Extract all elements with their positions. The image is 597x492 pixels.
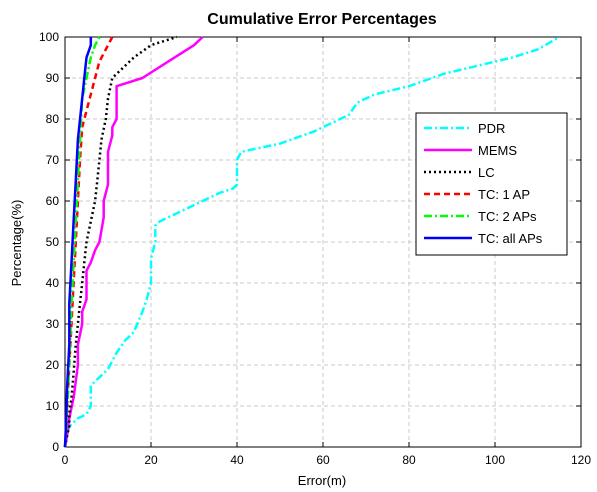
legend-box bbox=[415, 112, 568, 256]
series-line bbox=[63, 37, 93, 448]
y-tick-label: 70 bbox=[46, 153, 60, 167]
y-tick-label: 50 bbox=[46, 235, 60, 249]
series-lines bbox=[63, 35, 561, 448]
series-line bbox=[63, 36, 204, 448]
y-tick-label: 0 bbox=[52, 440, 59, 454]
series-line bbox=[63, 36, 114, 448]
legend-label: TC: 2 APs bbox=[478, 209, 537, 224]
x-tick-label: 0 bbox=[62, 453, 69, 467]
x-tick-label: 20 bbox=[144, 453, 158, 467]
y-tick-label: 90 bbox=[46, 71, 60, 85]
y-tick-label: 60 bbox=[46, 194, 60, 208]
y-tick-label: 30 bbox=[46, 317, 60, 331]
series-line bbox=[63, 35, 178, 448]
y-tick-label: 100 bbox=[39, 30, 59, 44]
x-tick-label: 100 bbox=[485, 453, 505, 467]
legend-label: PDR bbox=[478, 121, 505, 136]
legend: PDR MEMS LC TC: 1 AP TC: 2 APs TC: all APs bbox=[415, 112, 568, 256]
y-tick-label: 40 bbox=[46, 276, 60, 290]
y-tick-label: 10 bbox=[46, 399, 60, 413]
series-line bbox=[63, 36, 101, 448]
legend-label: LC bbox=[478, 165, 495, 180]
legend-label: TC: 1 AP bbox=[478, 187, 530, 202]
chart-title: Cumulative Error Percentages bbox=[207, 11, 437, 28]
legend-label: MEMS bbox=[478, 143, 517, 158]
y-axis-label: Percentage(%) bbox=[9, 200, 24, 287]
y-tick-label: 20 bbox=[46, 358, 60, 372]
legend-label: TC: all APs bbox=[478, 231, 543, 246]
x-tick-label: 80 bbox=[402, 453, 416, 467]
x-tick-label: 40 bbox=[230, 453, 244, 467]
axis-ticks: 0 20 40 60 80 100 120 0 10 20 30 40 50 60 70 80 90 100 bbox=[39, 30, 591, 467]
x-tick-label: 60 bbox=[316, 453, 330, 467]
series-line bbox=[63, 35, 561, 448]
x-tick-label: 120 bbox=[571, 453, 591, 467]
y-tick-label: 80 bbox=[46, 112, 60, 126]
x-axis-label: Error(m) bbox=[298, 473, 346, 488]
